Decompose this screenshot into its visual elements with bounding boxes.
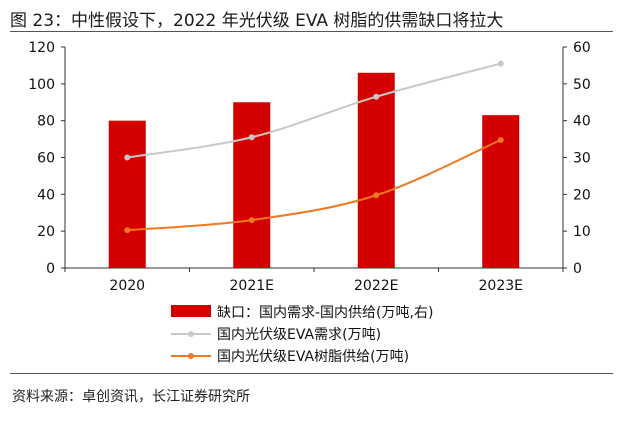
chart-title: 图 23：中性假设下，2022 年光伏级 EVA 树脂的供需缺口将拉大 (10, 11, 504, 31)
x-tick-label: 2022E (354, 278, 398, 294)
bar-series-layer (108, 72, 520, 269)
y-left-tick-label: 0 (46, 261, 55, 277)
line-demand (127, 62, 502, 159)
source-note: 资料来源：卓创资讯，长江证券研究所 (12, 389, 250, 405)
legend: 缺口：国内需求-国内供给(万吨,右) 国内光伏级EVA需求(万吨) 国内光伏级EVA… (171, 305, 433, 365)
title-divider (10, 31, 613, 32)
point-supply-2022E (373, 192, 380, 199)
combo-chart: 0 20 40 60 80 100 120 0 10 20 30 40 50 60 2020 2021E 202… (28, 40, 591, 365)
point-supply-2020 (124, 227, 131, 234)
y-right-tick-label: 10 (573, 224, 591, 240)
line-series-layer (124, 60, 504, 234)
point-demand-2021E (248, 134, 255, 141)
y-right-tick-label: 0 (573, 261, 582, 277)
y-left-tick-label: 80 (37, 114, 55, 130)
y-right-tick-label: 40 (573, 114, 591, 130)
point-demand-2022E (373, 93, 380, 100)
y-left-tick-label: 100 (28, 77, 55, 93)
point-supply-2021E (248, 217, 255, 224)
point-supply-2023E (497, 137, 504, 144)
bar-gap-2020 (108, 120, 146, 269)
bar-gap-2022E (357, 72, 395, 269)
y-right-tick-label: 60 (573, 40, 591, 56)
x-tick-label: 2023E (479, 278, 523, 294)
legend-swatch-marker (188, 331, 194, 337)
y-left-tick-label: 60 (37, 151, 55, 167)
x-tick-label: 2020 (109, 278, 145, 294)
y-right-tick-label: 30 (573, 151, 591, 167)
legend-swatch-gap (171, 305, 211, 317)
point-demand-2020 (124, 154, 131, 161)
y-left-tick-label: 120 (28, 40, 55, 56)
line-supply (127, 139, 502, 232)
y-right-tick-label: 20 (573, 187, 591, 203)
bar-gap-2021E (233, 102, 271, 268)
y-left-tick-label: 20 (37, 224, 55, 240)
footer-divider (10, 373, 613, 374)
legend-label: 缺口：国内需求-国内供给(万吨,右) (217, 305, 433, 321)
legend-label: 国内光伏级EVA需求(万吨) (217, 327, 381, 343)
legend-swatch-marker (188, 353, 194, 359)
point-demand-2023E (497, 60, 504, 67)
y-left-tick-label: 40 (37, 187, 55, 203)
legend-label: 国内光伏级EVA树脂供给(万吨) (217, 349, 409, 365)
x-tick-label: 2021E (230, 278, 274, 294)
axes-layer: 0 20 40 60 80 100 120 0 10 20 30 40 50 60 2020 2021E 202… (28, 40, 591, 294)
y-right-tick-label: 50 (573, 77, 591, 93)
